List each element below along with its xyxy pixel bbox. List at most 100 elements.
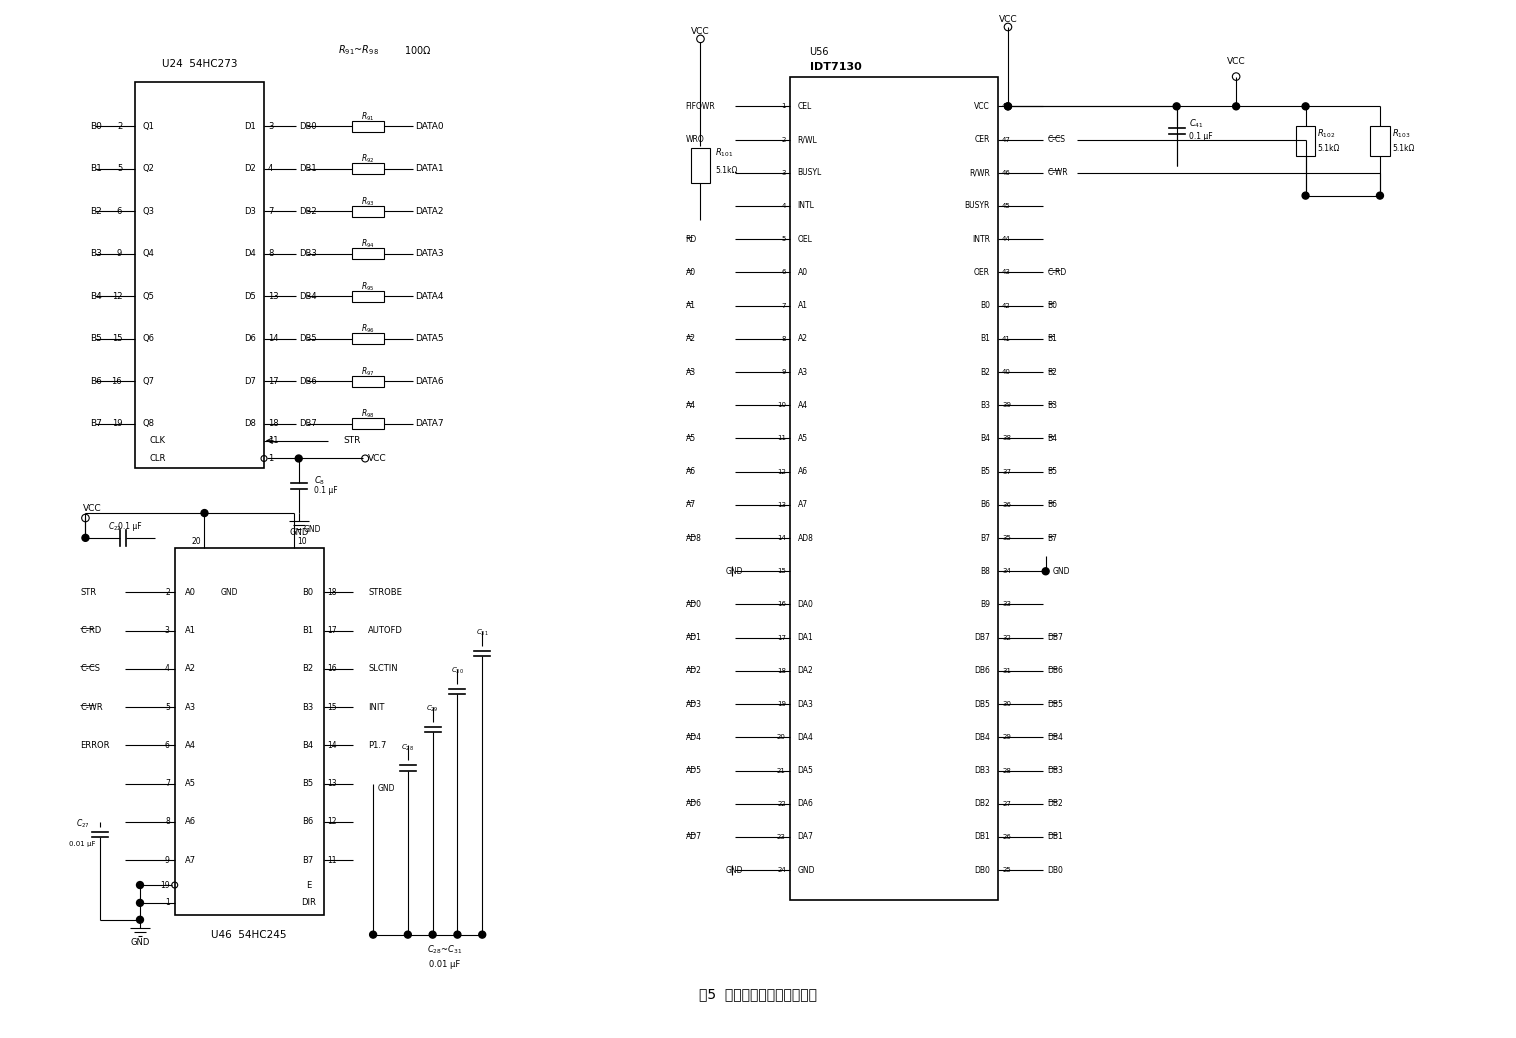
Text: VCC: VCC: [368, 454, 387, 463]
Text: 8: 8: [781, 336, 785, 342]
Text: DB0: DB0: [299, 121, 317, 131]
Text: 20: 20: [193, 538, 202, 546]
Text: $R_{98}$: $R_{98}$: [361, 408, 374, 420]
Text: U24  54HC273: U24 54HC273: [162, 59, 238, 69]
Text: B3: B3: [91, 249, 102, 258]
Text: DB3: DB3: [299, 249, 317, 258]
Text: DB6: DB6: [1048, 666, 1064, 676]
Text: R/WR: R/WR: [969, 168, 990, 177]
Text: B5: B5: [91, 334, 102, 344]
Text: GND: GND: [130, 938, 150, 947]
Text: D6: D6: [244, 334, 256, 344]
Text: 15: 15: [327, 703, 337, 712]
Text: AD3: AD3: [685, 700, 702, 709]
Text: 15: 15: [776, 568, 785, 574]
Text: BUSYL: BUSYL: [797, 168, 822, 177]
Text: DA5: DA5: [797, 766, 814, 775]
Text: DB4: DB4: [975, 733, 990, 742]
Text: 39: 39: [1002, 403, 1011, 408]
Text: DATA3: DATA3: [415, 249, 443, 258]
Text: A4: A4: [797, 401, 808, 410]
Text: 14: 14: [327, 741, 337, 749]
Text: B4: B4: [1048, 434, 1058, 443]
Bar: [691, 148, 711, 184]
Text: 12: 12: [776, 468, 785, 474]
Text: B7: B7: [981, 534, 990, 543]
Text: AD4: AD4: [685, 733, 702, 742]
Text: B8: B8: [981, 567, 990, 576]
Text: AD7: AD7: [685, 832, 702, 842]
Text: $R_{96}$: $R_{96}$: [361, 323, 374, 335]
Text: 0.01 μF: 0.01 μF: [429, 960, 461, 968]
Text: B0: B0: [303, 588, 314, 597]
Text: AD5: AD5: [685, 766, 702, 775]
Text: DATA5: DATA5: [415, 334, 443, 344]
Text: 5.1kΩ: 5.1kΩ: [1392, 143, 1414, 153]
Text: 2: 2: [165, 588, 170, 597]
Text: 33: 33: [1002, 601, 1011, 607]
Text: C-WR: C-WR: [80, 703, 103, 712]
Text: DB6: DB6: [975, 666, 990, 676]
Text: 1: 1: [268, 454, 273, 463]
Text: 9: 9: [781, 370, 785, 375]
Text: 0.1 μF: 0.1 μF: [118, 522, 143, 531]
Text: 17: 17: [268, 377, 279, 386]
Text: GND: GND: [377, 784, 396, 793]
Text: B1: B1: [91, 164, 102, 173]
Text: DATA7: DATA7: [415, 419, 443, 429]
Text: 47: 47: [1002, 137, 1011, 142]
Text: B6: B6: [302, 818, 314, 826]
Bar: [790, 77, 998, 900]
Text: $C_{27}$: $C_{27}$: [76, 818, 89, 830]
Text: INTL: INTL: [797, 201, 814, 211]
Circle shape: [136, 917, 144, 923]
Text: 5: 5: [781, 237, 785, 242]
Text: A5: A5: [797, 434, 808, 443]
Text: 0.01 μF: 0.01 μF: [70, 841, 96, 847]
Circle shape: [136, 881, 144, 889]
Bar: [1296, 127, 1316, 156]
Text: 5: 5: [117, 164, 123, 173]
Text: GND: GND: [797, 866, 816, 875]
Circle shape: [1233, 103, 1240, 110]
Text: 17: 17: [327, 626, 337, 635]
Text: $C_{29}$: $C_{29}$: [426, 704, 440, 714]
Text: RD: RD: [685, 235, 697, 244]
Text: B2: B2: [981, 367, 990, 377]
Text: 13: 13: [327, 780, 337, 788]
Text: DIR: DIR: [302, 899, 315, 907]
Text: D3: D3: [244, 207, 256, 216]
Text: E: E: [306, 880, 311, 890]
Text: 21: 21: [776, 767, 785, 773]
Text: DA4: DA4: [797, 733, 814, 742]
Text: $C_8$: $C_8$: [314, 474, 324, 487]
Text: $R_{93}$: $R_{93}$: [361, 195, 374, 208]
Text: 37: 37: [1002, 468, 1011, 474]
Text: B5: B5: [1048, 467, 1058, 476]
Circle shape: [1377, 192, 1384, 199]
Text: Q3: Q3: [143, 207, 155, 216]
Text: U46  54HC245: U46 54HC245: [211, 930, 287, 939]
Text: C-CS: C-CS: [1048, 135, 1066, 144]
Circle shape: [202, 510, 208, 517]
Text: DB0: DB0: [1048, 866, 1064, 875]
Text: AD0: AD0: [685, 600, 702, 609]
Text: 16: 16: [327, 664, 337, 674]
Text: B4: B4: [91, 292, 102, 301]
Text: D8: D8: [244, 419, 256, 429]
Text: 19: 19: [112, 419, 123, 429]
Text: 0.1 μF: 0.1 μF: [1189, 132, 1213, 140]
Text: OER: OER: [975, 268, 990, 277]
Text: A3: A3: [797, 367, 808, 377]
Circle shape: [405, 931, 411, 938]
Text: B2: B2: [303, 664, 314, 674]
Text: 2: 2: [781, 137, 785, 142]
Text: SLCTIN: SLCTIN: [368, 664, 397, 674]
Text: C-WR: C-WR: [1048, 168, 1069, 177]
Text: INIT: INIT: [368, 703, 385, 712]
Text: DA0: DA0: [797, 600, 814, 609]
Text: INTR: INTR: [972, 235, 990, 244]
Text: Q5: Q5: [143, 292, 155, 301]
Text: DB4: DB4: [1048, 733, 1064, 742]
Text: $R_{103}$: $R_{103}$: [1392, 128, 1410, 140]
